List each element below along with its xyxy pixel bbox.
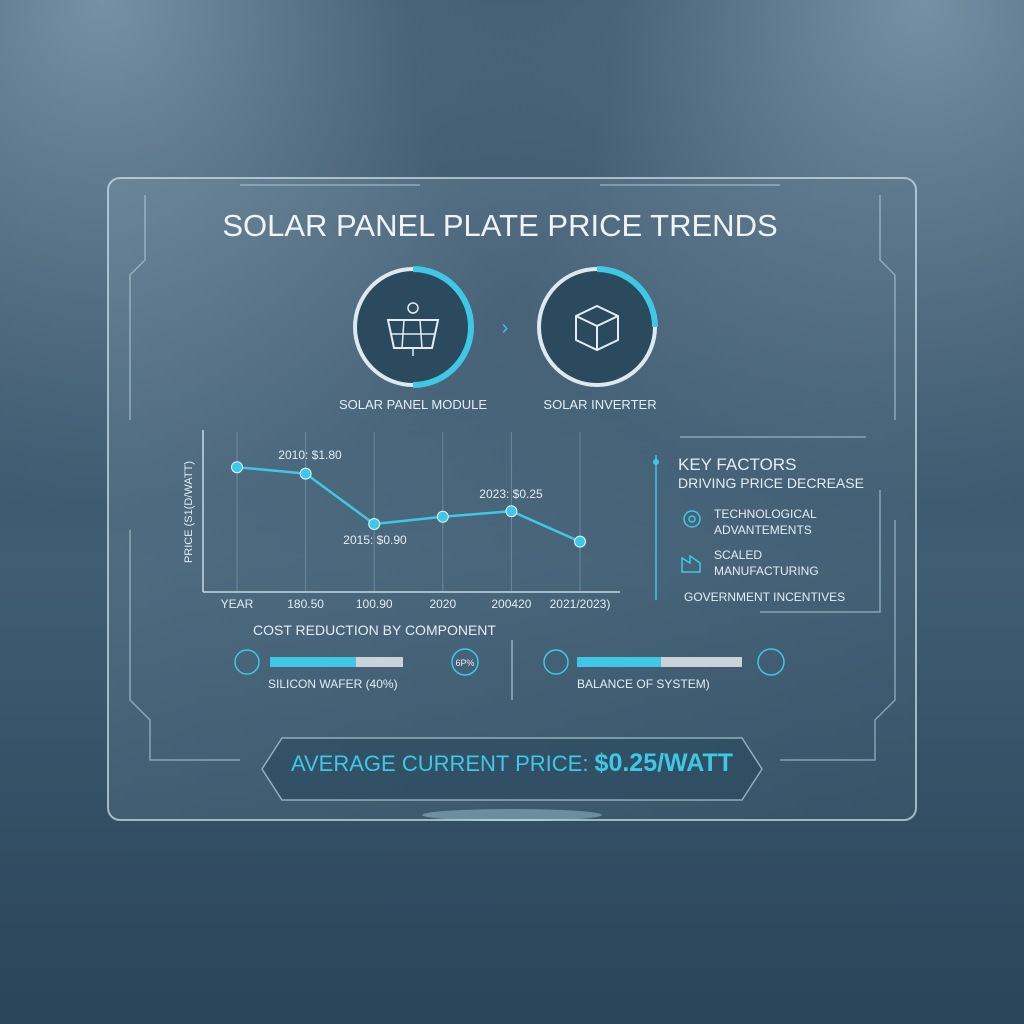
footer-value: $0.25/WATT: [595, 749, 733, 777]
circuit-lines: [129, 184, 896, 761]
y-axis-label: PRICE (S1(D/WATT): [183, 461, 195, 563]
point: [505, 505, 518, 518]
point: [436, 510, 449, 523]
x-tick-label: 100.90: [356, 597, 393, 611]
dot: [653, 459, 659, 465]
footer-label: AVERAGE CURRENT PRICE:: [291, 751, 595, 776]
footer: AVERAGE CURRENT PRICE: $0.25/WATT: [291, 749, 733, 777]
key-factors-subtitle: DRIVING PRICE DECREASE: [678, 475, 864, 491]
annotation: 2015: $0.90: [343, 533, 407, 547]
footer-frame: [261, 737, 763, 801]
point: [231, 461, 243, 474]
point: [299, 467, 312, 480]
badge: 6P%: [455, 658, 474, 668]
title: SOLAR PANEL PLATE PRICE TRENDS: [222, 208, 777, 243]
cost-bars: [234, 640, 785, 700]
factor: MANUFACTURING: [714, 564, 819, 578]
factor: SCALED: [714, 548, 762, 562]
svg-text:›: ›: [502, 317, 509, 339]
x-tick-label: 200420: [491, 597, 531, 611]
annotation: 2023: $0.25: [479, 487, 543, 501]
component-icons: ›: [353, 266, 658, 388]
annotation: 2010: $1.80: [278, 448, 342, 462]
key-factors-title: KEY FACTORS: [678, 455, 796, 474]
component-label: SOLAR INVERTER: [543, 397, 656, 412]
x-tick-label: 2021/2023): [550, 597, 611, 611]
line: [236, 465, 581, 543]
x-tick-label: 2020: [429, 597, 456, 611]
x-tick-label: 180.50: [287, 597, 324, 611]
factor: TECHNOLOGICAL: [714, 507, 817, 521]
component-label: SOLAR PANEL MODULE: [339, 397, 487, 412]
cost-title: COST REDUCTION BY COMPONENT: [253, 622, 496, 638]
cost-item: SILICON WAFER (40%): [268, 677, 398, 691]
factor: ADVANTEMENTS: [714, 523, 812, 537]
cost-item: BALANCE OF SYSTEM): [577, 677, 710, 691]
factor: GOVERNMENT INCENTIVES: [684, 590, 845, 604]
point: [368, 518, 381, 530]
x-tick-label: YEAR: [221, 597, 254, 611]
factor-icons: [681, 510, 701, 573]
point: [574, 535, 586, 548]
line-chart: PRICE (S1(D/WATT) YEAR 180.50 100.90 2020 20…: [183, 430, 620, 611]
